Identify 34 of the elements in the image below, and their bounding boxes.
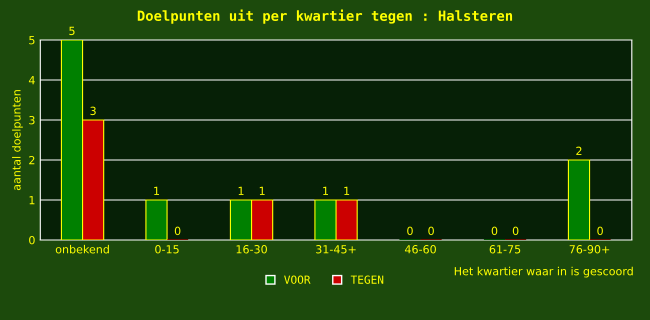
y-tick-label: 2 [29,156,34,164]
y-tick-label: 0 [29,236,35,244]
x-tick-label: onbekend [56,244,109,254]
data-label: 2 [576,146,582,155]
data-label: 3 [90,106,96,116]
chart-title: Doelpunten uit per kwartier tegen : Halsteren [138,10,512,24]
y-tick-label: 5 [29,36,34,44]
x-tick-label: 0-15 [155,245,179,254]
data-label: 0 [512,226,518,236]
data-label: 0 [407,226,413,236]
y-tick-label: 3 [29,116,35,124]
data-label: 0 [492,226,498,236]
data-label: 5 [69,26,75,36]
x-tick-label: 16-30 [236,245,267,254]
legend-label: VOOR [284,275,311,284]
x-axis-title: Het kwartier waar in is gescoord [454,266,633,278]
x-tick-label: 61-75 [490,245,520,254]
y-axis-title: aantal doelpunten [12,90,23,190]
data-label: 0 [174,226,180,236]
x-tick-label: 31-45+ [316,245,356,254]
x-tick-label: 46-60 [404,245,436,254]
x-tick-label: 76-90+ [570,245,610,254]
data-label: 1 [238,186,244,195]
bar [568,159,590,240]
bar [145,199,168,240]
data-label: 1 [344,186,350,195]
data-label: 0 [597,226,603,236]
data-label: 1 [260,186,265,195]
data-label: 1 [323,186,328,195]
y-tick-label: 4 [28,76,35,84]
data-label: 1 [154,186,159,195]
y-tick-label: 1 [30,196,34,204]
legend-label: TEGEN [350,275,384,284]
data-label: 0 [428,226,434,236]
